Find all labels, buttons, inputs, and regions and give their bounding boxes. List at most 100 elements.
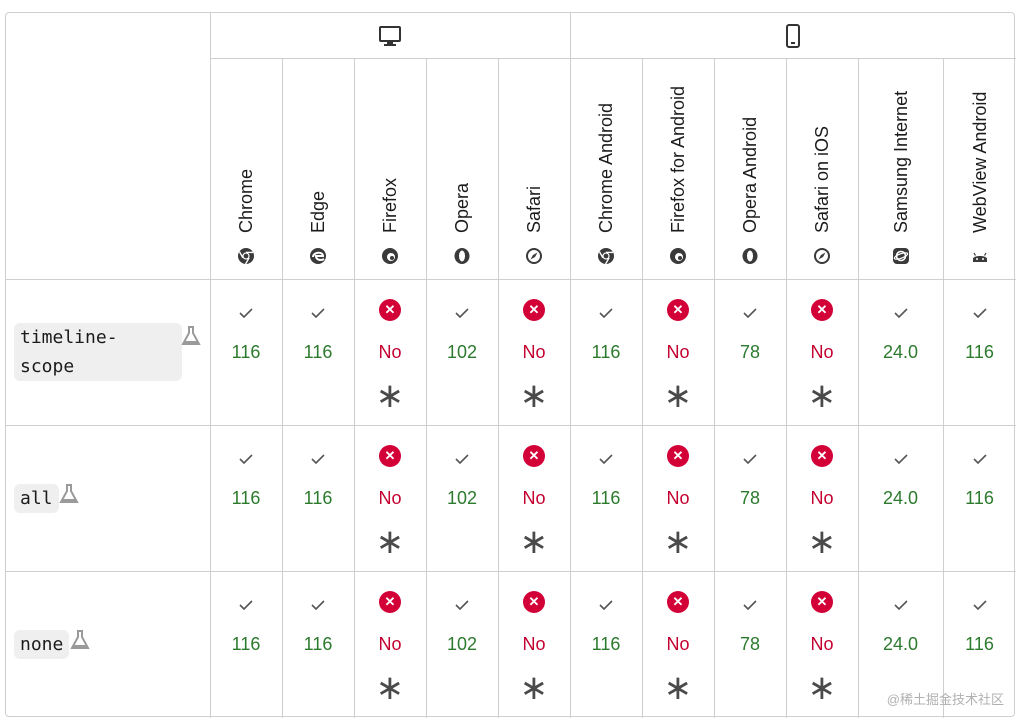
supported-check-icon [893,597,908,611]
row-divider [6,279,1016,280]
browser-name-opera: Opera [452,182,472,233]
supported-check-icon [455,451,469,465]
version-value[interactable]: No [666,488,690,508]
browser-name-safari-on-ios: Safari on iOS [812,125,832,233]
column-divider [714,58,715,718]
firefox-icon [669,247,687,265]
version-value[interactable]: 116 [965,488,994,508]
version-value[interactable]: No [666,634,690,654]
column-divider [354,58,355,718]
column-divider [642,58,643,718]
browser-name-chrome-android: Chrome Android [596,102,616,233]
experimental-flask-icon [58,483,80,505]
version-value[interactable]: 116 [591,488,621,508]
supported-check-icon [972,451,987,465]
feature-name-line: scope [20,356,75,377]
supported-check-icon [599,451,613,465]
not-supported-icon: ✕ [811,299,833,321]
version-value[interactable]: 116 [591,634,621,654]
version-value[interactable]: 116 [303,342,333,362]
version-value[interactable]: No [378,342,402,362]
browser-name-chrome: Chrome [236,168,256,233]
version-value[interactable]: No [522,634,546,654]
supported-check-icon [743,451,757,465]
footnote-asterisk-icon: ∗ [807,376,837,416]
version-value[interactable]: No [522,342,546,362]
version-value[interactable]: 102 [446,488,478,508]
compat-table: Chrome Edge Firefox Opera Safari Chrome Andro… [5,12,1016,718]
chrome-icon [237,247,255,265]
column-divider [282,58,283,718]
version-value[interactable]: 78 [739,342,761,362]
experimental-flask-icon [69,629,91,651]
browser-name-edge: Edge [308,190,328,233]
version-value[interactable]: 102 [446,634,478,654]
not-supported-icon: ✕ [379,299,401,321]
version-value[interactable]: 102 [446,342,478,362]
safari-icon [525,247,543,265]
version-value[interactable]: 116 [231,634,261,654]
column-divider [498,58,499,718]
footnote-asterisk-icon: ∗ [663,522,693,562]
version-value[interactable]: 116 [303,634,333,654]
watermark: @稀土掘金技术社区 [886,692,1004,707]
version-value[interactable]: No [810,342,834,362]
supported-check-icon [893,305,908,319]
version-value[interactable]: 116 [231,342,261,362]
mobile-icon [785,24,801,53]
feature-name[interactable]: none [14,630,70,659]
feature-name[interactable]: timeline-scope [14,323,182,381]
supported-check-icon [743,305,757,319]
version-value[interactable]: No [378,488,402,508]
edge-icon [309,247,327,265]
version-value[interactable]: No [810,634,834,654]
not-supported-icon: ✕ [811,445,833,467]
version-value[interactable]: 78 [739,634,761,654]
footnote-asterisk-icon: ∗ [519,668,549,708]
version-value[interactable]: 116 [303,488,333,508]
version-value[interactable]: 116 [591,342,621,362]
version-value[interactable]: 24.0 [882,342,919,362]
supported-check-icon [455,305,469,319]
not-supported-icon: ✕ [667,445,689,467]
footnote-asterisk-icon: ∗ [663,376,693,416]
supported-check-icon [455,597,469,611]
supported-check-icon [972,597,987,611]
not-supported-icon: ✕ [523,299,545,321]
column-divider [570,13,571,718]
supported-check-icon [239,597,253,611]
version-value[interactable]: No [522,488,546,508]
feature-name[interactable]: all [14,484,59,513]
opera-icon [453,247,471,265]
supported-check-icon [599,305,613,319]
not-supported-icon: ✕ [667,591,689,613]
not-supported-icon: ✕ [811,591,833,613]
version-value[interactable]: 116 [965,634,994,654]
browser-name-samsung-internet: Samsung Internet [890,90,911,233]
version-value[interactable]: 24.0 [882,488,919,508]
samsung-internet-icon [892,247,910,265]
not-supported-icon: ✕ [523,591,545,613]
footnote-asterisk-icon: ∗ [375,668,405,708]
version-value[interactable]: No [810,488,834,508]
supported-check-icon [239,451,253,465]
row-divider [210,58,1016,59]
footnote-asterisk-icon: ∗ [375,522,405,562]
version-value[interactable]: 24.0 [882,634,919,654]
supported-check-icon [972,305,987,319]
supported-check-icon [239,305,253,319]
footnote-asterisk-icon: ∗ [663,668,693,708]
browser-name-opera-android: Opera Android [740,116,760,233]
version-value[interactable]: 78 [739,488,761,508]
version-value[interactable]: 116 [965,342,994,362]
version-value[interactable]: 116 [231,488,261,508]
browser-name-firefox: Firefox [380,177,400,233]
supported-check-icon [311,597,325,611]
version-value[interactable]: No [666,342,690,362]
footnote-asterisk-icon: ∗ [519,522,549,562]
footnote-asterisk-icon: ∗ [807,522,837,562]
column-divider [210,13,211,718]
feature-name-line: timeline- [20,327,118,348]
desktop-icon [378,25,402,52]
version-value[interactable]: No [378,634,402,654]
